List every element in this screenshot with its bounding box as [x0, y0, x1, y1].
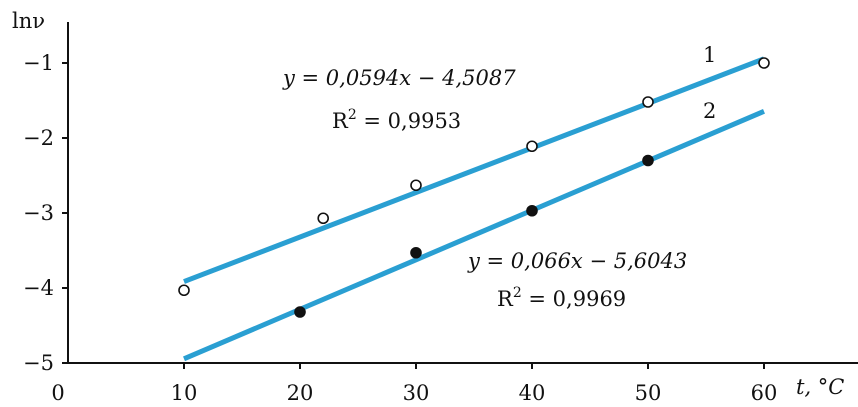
series-1-r2-exponent: 2	[348, 107, 357, 123]
y-tick-label: −3	[23, 201, 54, 225]
axes: −1 −2 −3 −4 −5 0 10 20 30 40 50 60	[23, 22, 858, 405]
y-tick-label: −4	[23, 276, 54, 300]
series-1-r2: R2 = 0,9953	[332, 107, 461, 133]
fit-line-series-1	[183, 56, 765, 284]
x-tick-label: 0	[51, 381, 64, 405]
data-point-series-2	[526, 204, 538, 217]
series-1-label: 1	[703, 43, 716, 67]
data-point-series-1	[642, 96, 654, 108]
data-point-series-1	[526, 140, 538, 153]
series-1-r2-value: = 0,9953	[357, 109, 461, 133]
y-tick-label: −2	[23, 126, 54, 150]
series-1-equation: y = 0,0594x − 4,5087	[282, 66, 516, 90]
x-tick-label: 40	[519, 381, 546, 405]
series-2-r2-exponent: 2	[513, 285, 522, 301]
annotations: lnν t, °C 1 2 y = 0,0594x − 4,5087 R2 = …	[12, 9, 844, 399]
fit-line-series-2	[183, 109, 765, 362]
data-point-series-1	[317, 212, 330, 225]
series-2-r2: R2 = 0,9969	[497, 285, 626, 311]
fit-lines	[183, 56, 765, 362]
x-tick-label: 60	[751, 381, 778, 405]
data-point-series-1	[758, 57, 770, 69]
data-point-series-1	[410, 179, 422, 192]
x-tick-label: 50	[635, 381, 662, 405]
x-axis-label: t, °C	[796, 375, 844, 399]
y-tick-label: −1	[23, 51, 54, 75]
data-point-series-2	[642, 154, 654, 167]
data-point-series-2	[294, 306, 306, 318]
data-points	[178, 57, 770, 318]
data-point-series-2	[410, 246, 422, 259]
data-point-series-1	[178, 284, 190, 297]
y-axis-label: lnν	[12, 9, 45, 33]
series-2-r2-label: R	[497, 287, 514, 311]
x-tick-label: 20	[287, 381, 314, 405]
series-1-r2-label: R	[332, 109, 349, 133]
x-tick-label: 30	[403, 381, 430, 405]
series-2-equation: y = 0,066x − 5,6043	[467, 249, 687, 273]
series-2-label: 2	[703, 99, 716, 123]
series-2-r2-value: = 0,9969	[522, 287, 626, 311]
x-tick-label: 10	[171, 381, 198, 405]
y-tick-label: −5	[23, 351, 54, 375]
